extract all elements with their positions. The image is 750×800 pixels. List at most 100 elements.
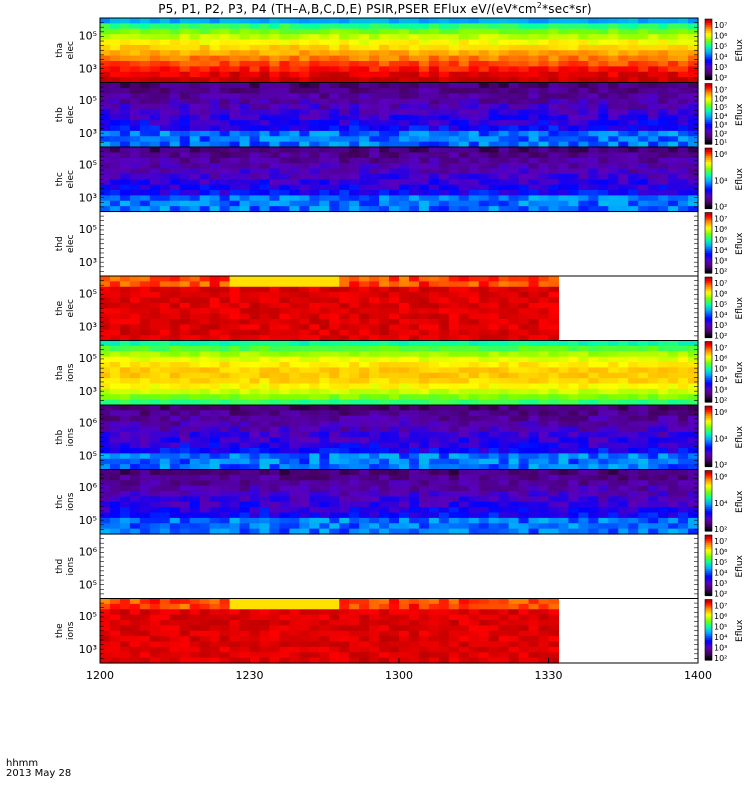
heatmap-cell [129,517,141,524]
heatmap-cell [658,147,669,153]
heatmap-cell [508,18,520,24]
heatmap-cell [209,458,221,465]
heatmap-cell [159,469,171,476]
heatmap-cell [189,286,201,293]
heatmap-cell [100,141,111,148]
heatmap-cell [229,276,241,282]
heatmap-cell [389,421,400,428]
heatmap-cell [209,77,221,84]
heatmap-cell [349,458,360,465]
heatmap-cell [269,345,280,352]
heatmap-cell [598,163,609,170]
heatmap-cell [269,98,280,105]
colorbar-swatch [705,164,712,167]
heatmap-cell [209,190,221,196]
heatmap-cell [608,152,619,159]
heatmap-cell [658,415,669,422]
heatmap-cell [349,496,360,503]
heatmap-cell [668,195,679,202]
heatmap-cell [428,163,440,170]
heatmap-cell [329,437,340,444]
heatmap-cell [379,61,390,67]
heatmap-cell [229,340,241,347]
heatmap-cell [558,120,570,127]
heatmap-cell [189,383,201,390]
heatmap-cell [189,168,201,175]
heatmap-cell [319,421,330,428]
heatmap-cell [299,302,310,309]
heatmap-cell [299,362,310,368]
heatmap-cell [189,281,201,288]
heatmap-cell [399,195,410,202]
heatmap-cell [249,136,261,143]
heatmap-cell [189,184,201,191]
heatmap-cell [279,297,290,304]
colorbar-swatch [705,71,712,75]
heatmap-cell [588,141,599,148]
heatmap-cell [239,93,251,100]
heatmap-cell [628,448,639,454]
heatmap-cell [359,93,370,100]
heatmap-cell [648,190,659,196]
heatmap-cell [558,136,570,143]
heatmap-cell [259,276,271,282]
heatmap-cell [548,292,560,299]
colorbar-swatch [705,347,712,351]
heatmap-cell [438,281,450,288]
heatmap-cell [668,141,679,148]
heatmap-cell [688,394,699,401]
heatmap-cell [289,426,300,433]
heatmap-cell [408,276,420,282]
heatmap-cell [498,125,510,132]
heatmap-cell [498,383,510,390]
heatmap-cell [229,286,241,293]
heatmap-cell [448,319,460,325]
heatmap-cell [458,448,470,454]
heatmap-cell [678,61,689,67]
heatmap-cell [339,44,350,51]
heatmap-cell [648,120,659,127]
heatmap-cell [488,405,500,411]
heatmap-cell [259,302,271,309]
heatmap-cell [458,61,470,67]
heatmap-cell [668,28,679,35]
heatmap-cell [528,453,540,460]
heatmap-cell [688,378,699,385]
heatmap-cell [369,378,380,385]
heatmap-cell [379,276,390,282]
heatmap-cell [299,297,310,304]
heatmap-cell [219,480,231,487]
heatmap-cell [408,66,420,73]
colorbar-swatch [705,458,712,462]
colorbar-swatch [705,85,712,89]
heatmap-cell [319,474,330,481]
heatmap-cell [209,120,221,127]
heatmap-cell [478,184,490,191]
heatmap-cell [319,66,330,73]
heatmap-cell [508,93,520,100]
heatmap-cell [100,340,111,347]
heatmap-cell [668,163,679,170]
heatmap-cell [149,405,161,411]
heatmap-cell [249,485,261,492]
heatmap-cell [568,340,579,347]
heatmap-cell [369,426,380,433]
heatmap-cell [548,61,560,67]
heatmap-cell [678,39,689,46]
heatmap-cell [488,125,500,132]
heatmap-cell [329,448,340,454]
heatmap-cell [249,130,261,137]
heatmap-cell [678,141,689,148]
heatmap-cell [339,18,350,24]
colorbar-swatch [705,218,712,222]
heatmap-cell [279,206,290,213]
heatmap-cell [608,163,619,170]
heatmap-cell [648,394,659,401]
heatmap-cell [179,184,191,191]
heatmap-cell [408,335,420,342]
heatmap-cell [119,388,131,395]
heatmap-cell [628,120,639,127]
colorbar-swatch [705,351,712,355]
heatmap-cell [418,458,430,465]
heatmap-cell [438,335,450,342]
